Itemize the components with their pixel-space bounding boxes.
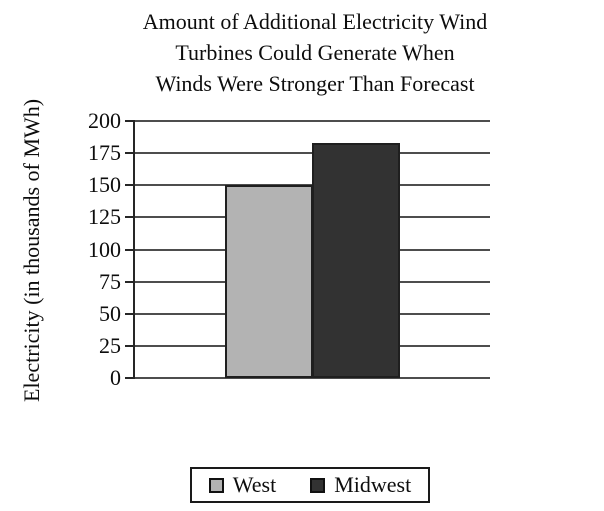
chart-title: Amount of Additional Electricity Wind Tu… xyxy=(26,6,604,99)
gridline-0 xyxy=(135,377,490,379)
legend-swatch-midwest xyxy=(310,477,326,493)
ytick-label-175: 175 xyxy=(88,140,121,166)
legend: West Midwest xyxy=(190,467,430,503)
ytick-label-200: 200 xyxy=(88,108,121,133)
ytick-mark-100 xyxy=(125,248,135,251)
ytick-label-125: 125 xyxy=(88,204,121,230)
legend-item-midwest: Midwest xyxy=(310,474,411,496)
ytick-mark-50 xyxy=(125,312,135,315)
chart-title-line-3: Winds Were Stronger Than Forecast xyxy=(155,71,475,96)
ytick-mark-125 xyxy=(125,216,135,219)
gridline-200 xyxy=(135,120,490,122)
ytick-mark-175 xyxy=(125,152,135,155)
ytick-mark-25 xyxy=(125,344,135,347)
legend-label-west: West xyxy=(232,472,277,497)
ytick-label-100: 100 xyxy=(88,236,121,262)
bars xyxy=(135,121,490,378)
ytick-label-150: 150 xyxy=(88,172,121,198)
ytick-mark-200 xyxy=(125,120,135,122)
bar-midwest xyxy=(312,142,400,378)
legend-swatch-west xyxy=(208,477,224,493)
ytick-label-0: 0 xyxy=(110,365,121,390)
y-axis-label: Electricity (in thousands of MWh) xyxy=(19,98,44,402)
chart-title-line-2: Turbines Could Generate When xyxy=(175,40,455,65)
ytick-label-50: 50 xyxy=(99,300,121,326)
ytick-mark-150 xyxy=(125,184,135,187)
bar-west xyxy=(225,185,313,378)
chart-title-line-1: Amount of Additional Electricity Wind xyxy=(142,9,488,34)
ytick-label-75: 75 xyxy=(99,268,121,294)
ytick-label-25: 25 xyxy=(99,332,121,358)
ytick-mark-0 xyxy=(125,377,135,379)
legend-item-west: West xyxy=(208,472,277,497)
ytick-mark-75 xyxy=(125,280,135,283)
legend-label-midwest: Midwest xyxy=(334,472,412,497)
plot-area: 0 25 50 75 100 125 150 175 200 xyxy=(88,110,490,389)
